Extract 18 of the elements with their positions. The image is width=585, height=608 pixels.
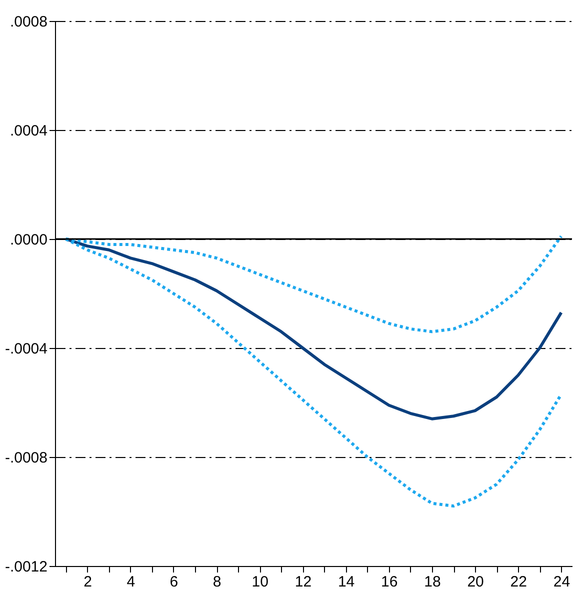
y-tick-label: .0004 [10,122,48,140]
x-tick-label: 12 [294,574,312,590]
x-tick-label: 18 [424,574,441,590]
x-tick-label: 20 [467,574,484,590]
y-tick-label: .0008 [10,14,48,30]
x-tick-label: 22 [510,574,527,590]
x-tick-label: 8 [212,574,222,590]
x-tick-label: 4 [126,574,136,590]
x-tick-label: 16 [381,574,398,590]
y-tick-label: -.0008 [4,450,48,466]
x-tick-label: 6 [170,574,178,590]
x-tick-label: 10 [252,574,268,590]
x-tick-label: 14 [338,574,355,590]
y-tick-label: -.0012 [4,558,48,576]
y-tick-label: -.0004 [4,340,48,358]
x-tick-label: 24 [553,574,570,590]
y-tick-label: .0000 [10,232,48,248]
x-tick-label: 2 [84,574,92,590]
